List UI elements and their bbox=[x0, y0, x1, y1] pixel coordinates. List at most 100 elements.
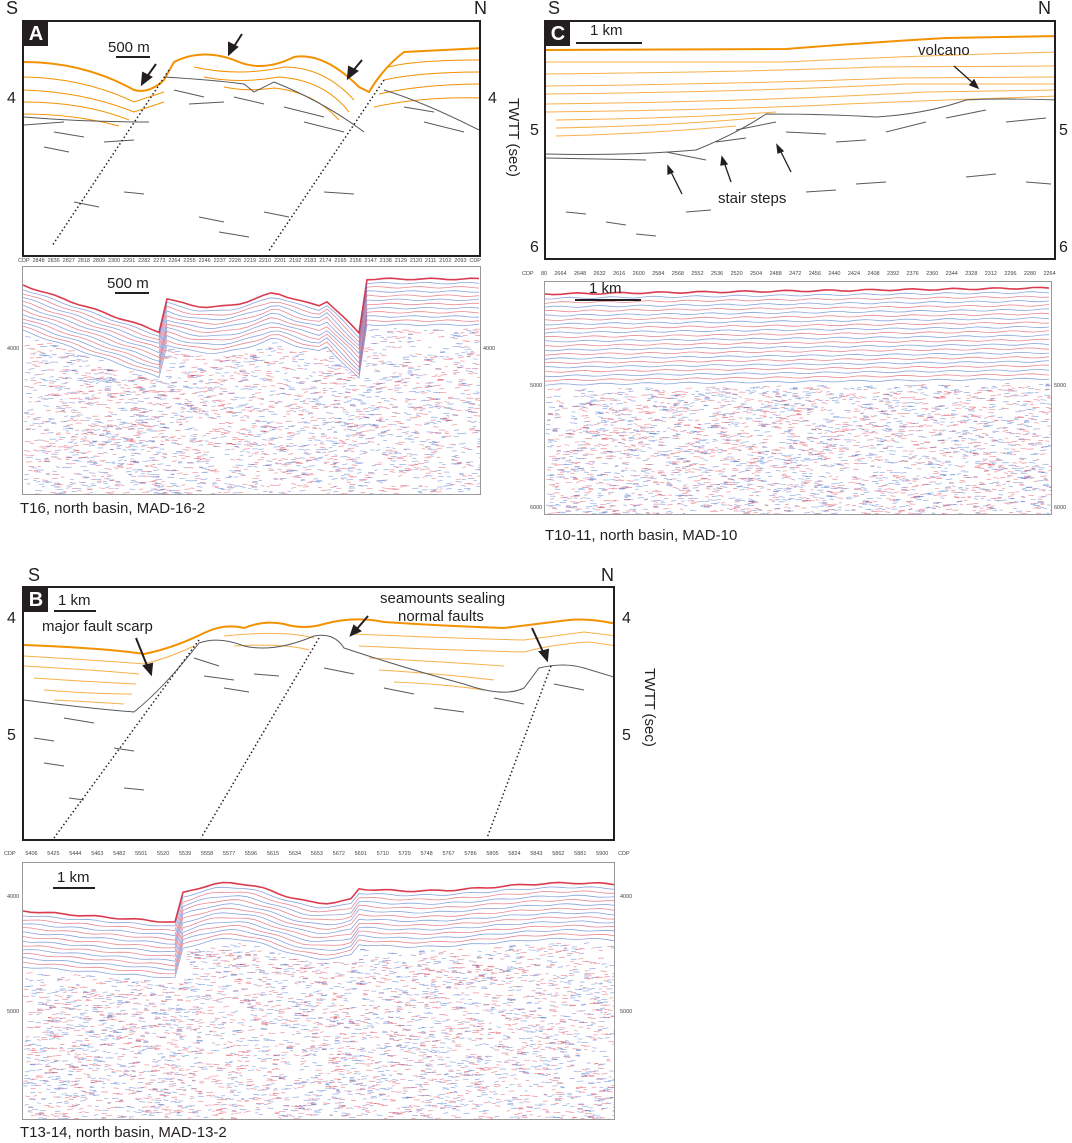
seismic-noise bbox=[384, 430, 389, 432]
seismic-noise bbox=[923, 499, 929, 502]
seismic-noise bbox=[124, 384, 129, 386]
seismic-noise bbox=[366, 390, 373, 392]
seismic-noise bbox=[32, 418, 37, 421]
seismic-noise bbox=[408, 330, 415, 333]
seismic-noise bbox=[416, 406, 423, 408]
seismic-noise bbox=[863, 416, 870, 419]
seismic-noise bbox=[65, 406, 69, 408]
seismic-noise bbox=[344, 369, 349, 371]
seismic-noise bbox=[841, 425, 849, 428]
seismic-noise bbox=[672, 412, 677, 414]
seismic-noise bbox=[334, 364, 342, 367]
seismic-noise bbox=[279, 450, 284, 452]
seismic-noise bbox=[818, 451, 825, 453]
seismic-noise bbox=[71, 490, 78, 493]
seismic-noise bbox=[33, 449, 37, 451]
seismic-noise bbox=[824, 509, 830, 512]
seismic-noise bbox=[929, 477, 937, 479]
seismic-noise bbox=[409, 345, 416, 348]
seismic-noise bbox=[697, 423, 702, 426]
seismic-noise bbox=[48, 418, 55, 420]
seismic-noise bbox=[198, 466, 203, 468]
seismic-noise bbox=[747, 454, 754, 456]
seismic-noise bbox=[248, 431, 252, 433]
seismic-noise bbox=[402, 356, 410, 358]
seismic-noise bbox=[826, 490, 833, 493]
seismic-noise bbox=[55, 466, 60, 468]
seismic-noise bbox=[398, 475, 403, 477]
seismic-noise bbox=[263, 490, 268, 493]
seismic-noise bbox=[600, 420, 606, 422]
seismic-noise bbox=[546, 396, 553, 398]
seismic-noise bbox=[699, 463, 706, 466]
seismic-noise bbox=[784, 477, 792, 479]
seismic-noise bbox=[251, 371, 256, 373]
seismic-noise bbox=[51, 422, 57, 425]
seismic-noise bbox=[781, 473, 787, 475]
seismic-noise bbox=[706, 488, 711, 490]
seismic-noise bbox=[27, 409, 34, 411]
seismic-noise bbox=[324, 364, 330, 367]
seismic-noise bbox=[826, 438, 832, 441]
seismic-noise bbox=[196, 490, 202, 492]
seismic-noise bbox=[107, 392, 111, 395]
seismic-noise bbox=[49, 380, 57, 382]
seismic-noise bbox=[69, 482, 77, 484]
seismic-noise bbox=[805, 393, 811, 395]
seismic-noise bbox=[1012, 482, 1017, 484]
seismic-noise bbox=[920, 414, 926, 416]
cdp-value: 2568 bbox=[671, 271, 684, 277]
seismic-noise bbox=[706, 485, 713, 487]
seismic-noise bbox=[981, 489, 989, 491]
seismic-noise bbox=[114, 485, 120, 487]
seismic-noise bbox=[187, 371, 191, 373]
seismic-noise bbox=[915, 425, 921, 428]
seismic-noise bbox=[880, 410, 885, 413]
seismic-reflector bbox=[23, 281, 480, 339]
seismic-section-a: 500 m bbox=[22, 266, 481, 495]
seismic-noise bbox=[1046, 403, 1051, 405]
seismic-noise bbox=[1024, 420, 1030, 422]
seismic-noise bbox=[707, 399, 715, 402]
seismic-noise bbox=[403, 384, 408, 387]
seismic-noise bbox=[123, 390, 130, 392]
seismic-noise bbox=[371, 364, 378, 366]
seismic-noise bbox=[378, 353, 383, 355]
seismic-noise bbox=[155, 453, 160, 455]
seismic-noise bbox=[252, 358, 258, 361]
seismic-noise bbox=[1024, 469, 1032, 472]
seismic-noise bbox=[960, 419, 966, 422]
seismic-noise bbox=[100, 475, 105, 478]
seismic-noise bbox=[180, 353, 187, 356]
cdp-value: 2246 bbox=[198, 258, 211, 264]
seismic-noise bbox=[554, 511, 560, 514]
seismic-noise bbox=[610, 421, 617, 424]
seismic-noise bbox=[354, 445, 359, 447]
seismic-noise bbox=[92, 440, 98, 442]
cdp-value: 2264 bbox=[1043, 271, 1056, 277]
seismic-noise bbox=[387, 429, 391, 431]
seismic-noise bbox=[172, 485, 178, 487]
seismic-noise bbox=[896, 499, 901, 501]
seismic-noise bbox=[197, 395, 203, 397]
seismic-noise bbox=[938, 433, 943, 435]
seismic-noise bbox=[305, 460, 310, 463]
seismic-noise bbox=[459, 332, 464, 334]
seismic-noise bbox=[327, 367, 335, 369]
seismic-noise bbox=[625, 413, 629, 416]
seismic-noise bbox=[645, 491, 649, 493]
seismic-noise bbox=[312, 480, 320, 483]
seismic-noise bbox=[810, 458, 818, 461]
seismic-noise bbox=[261, 444, 267, 446]
seismic-noise bbox=[601, 462, 608, 465]
seismic-noise bbox=[430, 493, 433, 494]
seismic-noise bbox=[995, 457, 1000, 460]
cdp-value: 2093 bbox=[454, 258, 467, 264]
seismic-noise bbox=[649, 432, 657, 435]
seismic-noise bbox=[877, 437, 883, 440]
seismic-noise bbox=[327, 370, 334, 372]
seismic-noise bbox=[248, 487, 252, 490]
seismic-noise bbox=[332, 466, 340, 468]
seismic-noise bbox=[105, 433, 109, 436]
seismic-noise bbox=[829, 445, 836, 448]
